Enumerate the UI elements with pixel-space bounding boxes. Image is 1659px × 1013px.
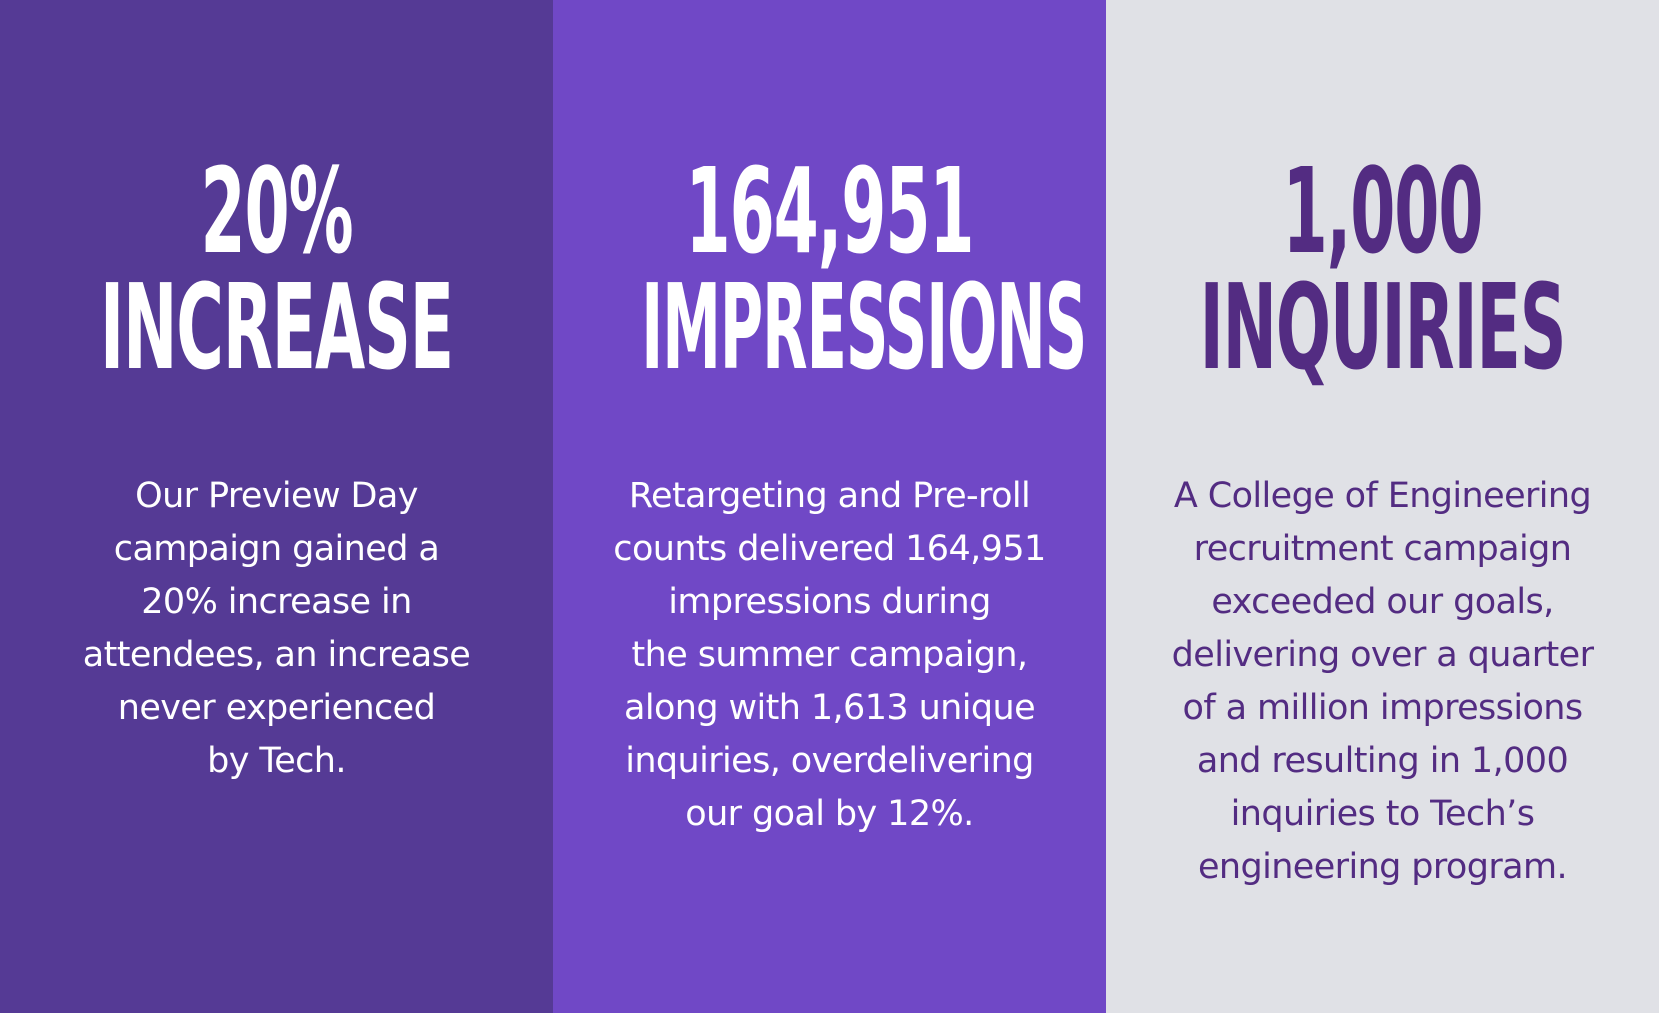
stat-description: A College of Engineering recruitment cam… xyxy=(1171,476,1594,887)
stat-label: IMPRESSIONS xyxy=(641,258,1087,396)
stat-label: INCREASE xyxy=(100,258,454,396)
stat-panel-increase: 20% INCREASE Our Preview Day campaign ga… xyxy=(0,0,553,1013)
stat-number: 20% xyxy=(200,142,353,280)
stat-number: 164,951 xyxy=(685,142,975,280)
stat-panel-inquiries: 1,000 INQUIRIES A College of Engineering… xyxy=(1106,0,1659,1013)
stat-number: 1,000 xyxy=(1282,142,1484,280)
stat-label: INQUIRIES xyxy=(1199,258,1567,396)
stat-description: Our Preview Day campaign gained a 20% in… xyxy=(82,476,471,781)
stat-description: Retargeting and Pre-roll counts delivere… xyxy=(613,476,1046,834)
stat-panel-impressions: 164,951 IMPRESSIONS Retargeting and Pre-… xyxy=(553,0,1106,1013)
